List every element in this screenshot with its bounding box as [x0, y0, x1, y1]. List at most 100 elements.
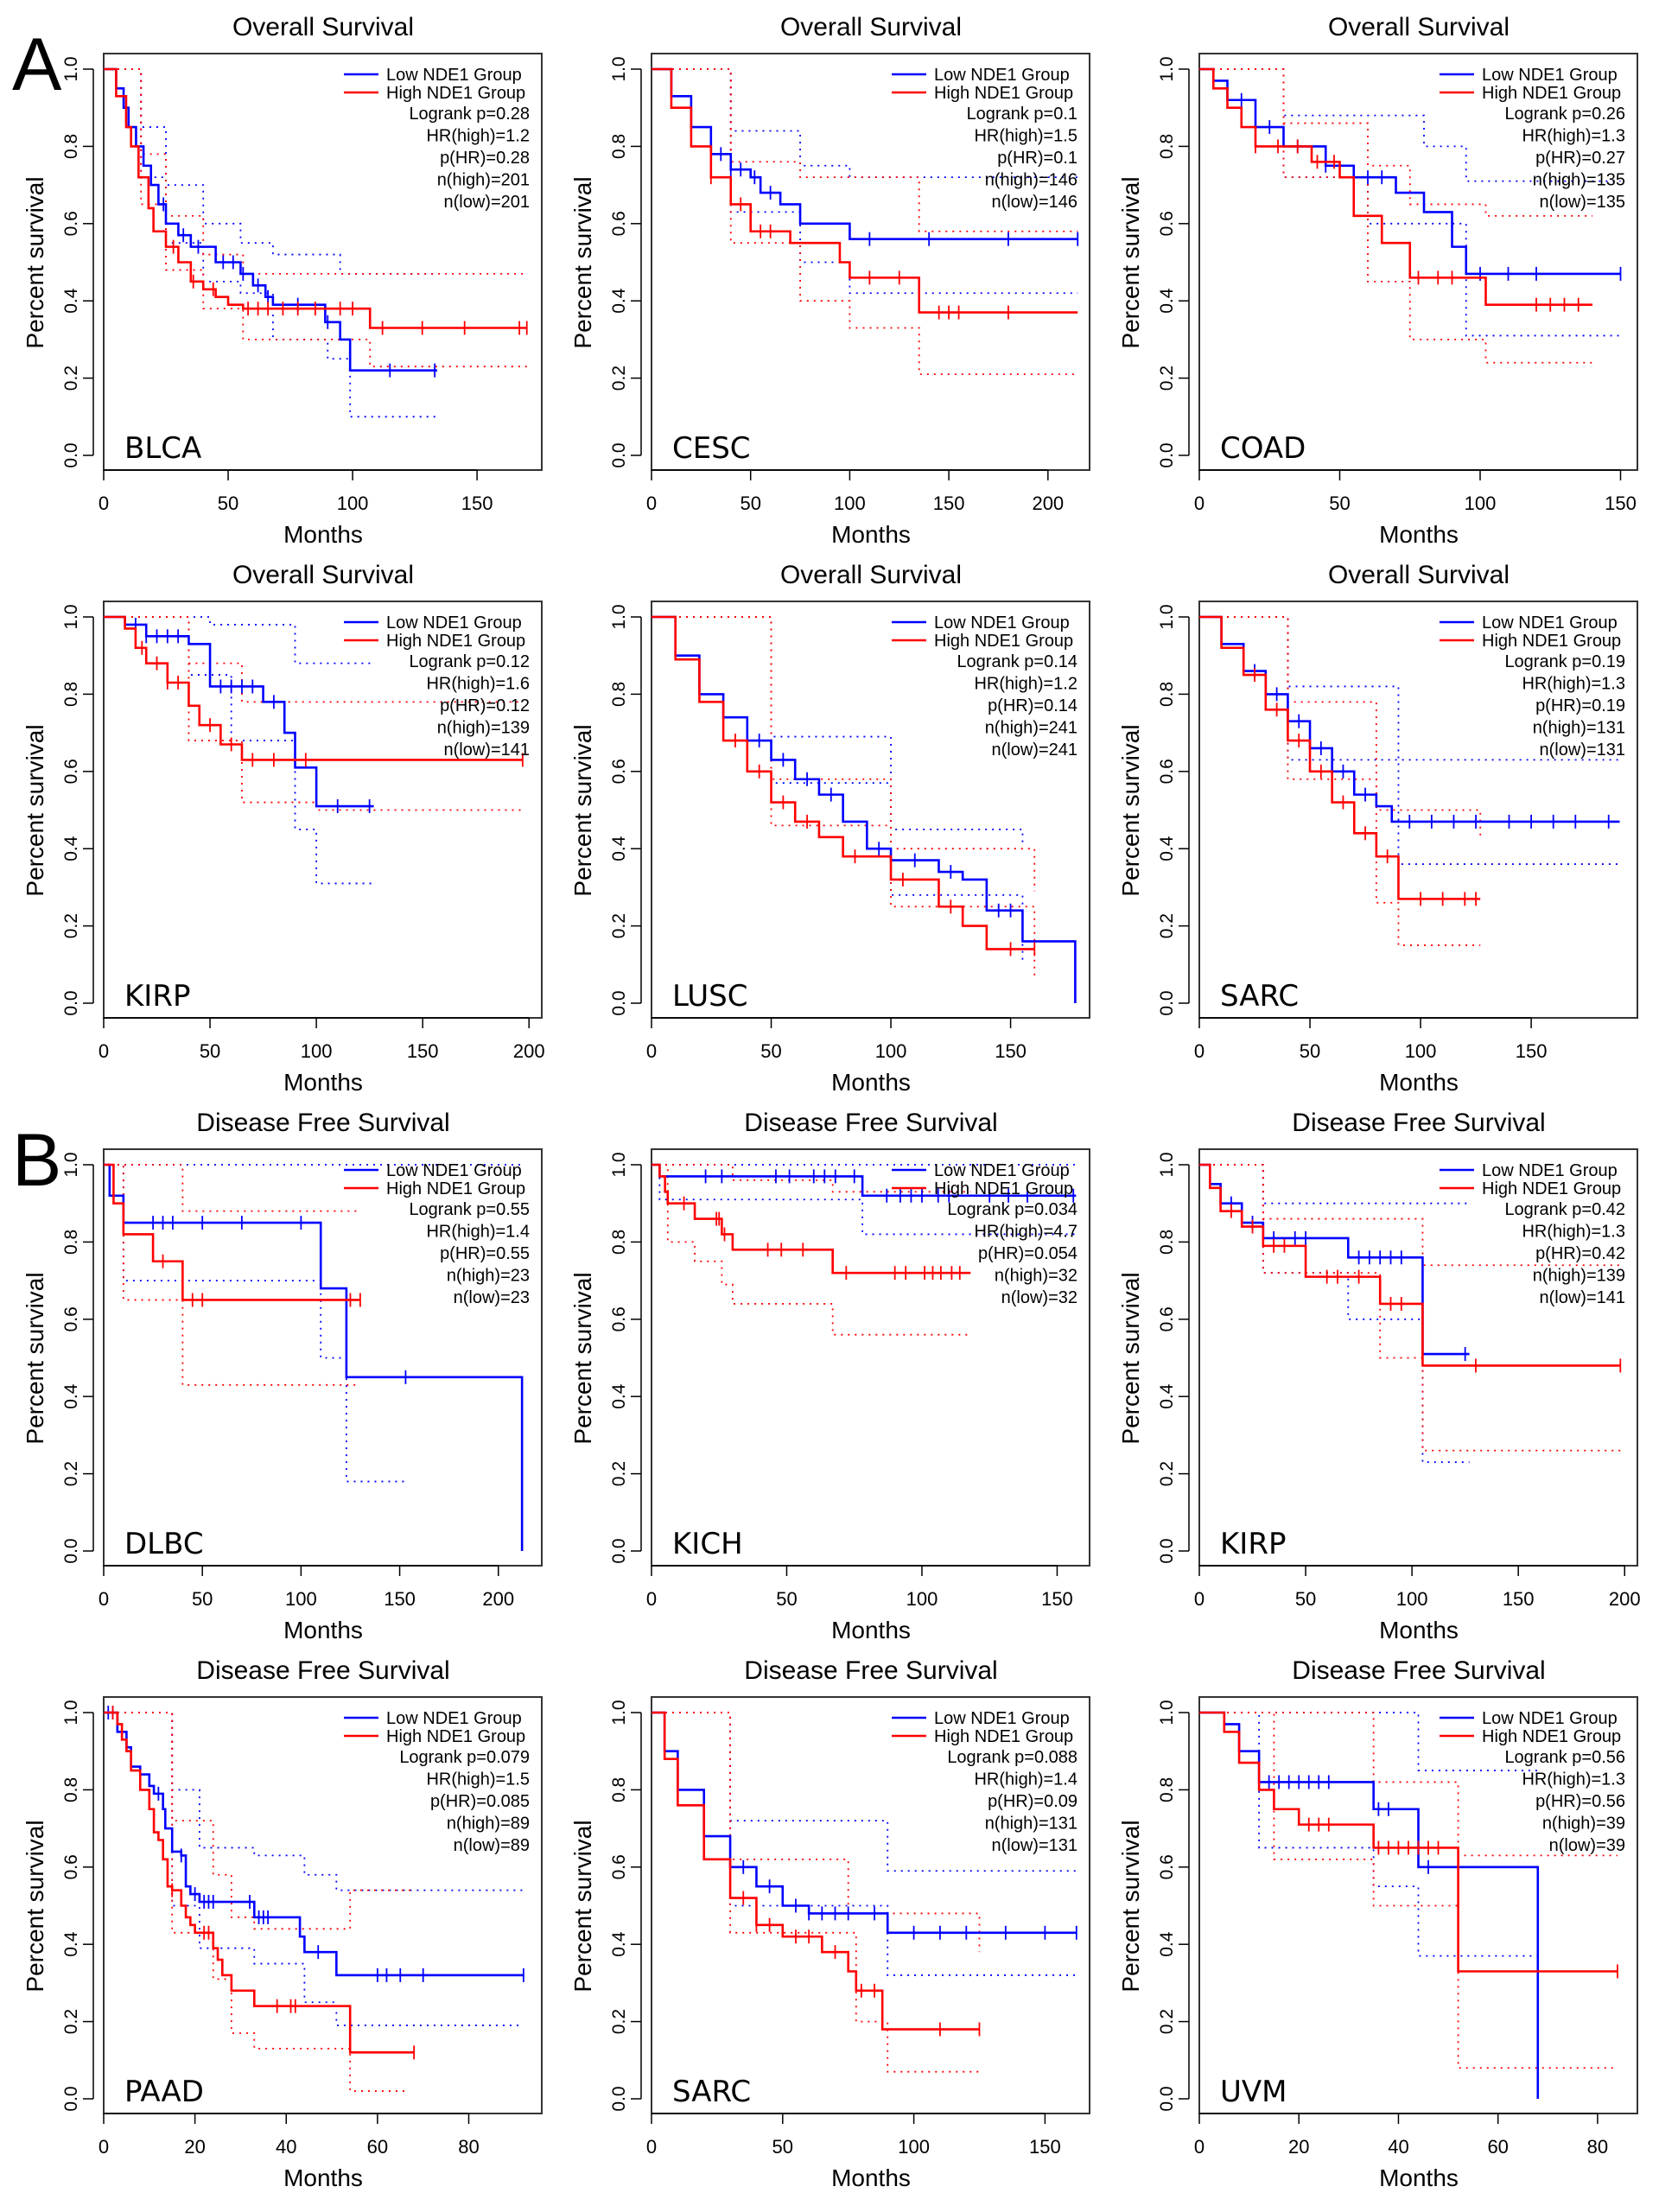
x-tick-label: 50: [740, 493, 760, 514]
x-tick-label: 150: [1041, 1588, 1073, 1610]
cancer-type-label: PAAD: [124, 2075, 204, 2109]
y-axis-label: Percent survival: [569, 176, 596, 348]
high-ci-lower: [1199, 68, 1592, 364]
high-ci-upper: [1199, 1712, 1618, 1857]
low-ci-upper: [652, 616, 1024, 845]
chart-title: Disease Free Survival: [1292, 1656, 1545, 1685]
x-axis-label: Months: [831, 2164, 911, 2191]
x-tick-label: 200: [1032, 493, 1064, 514]
y-axis-label: Percent survival: [1117, 176, 1144, 348]
cancer-type-label: COAD: [1220, 431, 1306, 466]
legend-stat: n(low)=39: [1549, 1836, 1625, 1855]
y-tick-label: 1.0: [61, 604, 81, 629]
x-tick-label: 50: [1295, 1588, 1316, 1610]
legend-stat: n(low)=141: [443, 741, 530, 760]
y-tick-label: 0.2: [1157, 365, 1177, 391]
legend-stat: n(low)=146: [991, 193, 1077, 212]
legend-low-label: Low NDE1 Group: [934, 613, 1070, 632]
legend-stat: n(high)=146: [985, 171, 1077, 190]
legend-low-label: Low NDE1 Group: [1482, 1161, 1618, 1180]
chart-title: Disease Free Survival: [744, 1109, 997, 1137]
y-tick-label: 0.0: [1157, 1538, 1177, 1563]
y-tick-label: 1.0: [1157, 604, 1177, 629]
cancer-type-label: CESC: [672, 431, 751, 466]
y-tick-label: 1.0: [609, 1700, 629, 1725]
high-ci-upper: [652, 1712, 981, 1953]
chart-title: Overall Survival: [1328, 561, 1510, 589]
section-label-a: A: [12, 23, 62, 106]
legend-stat: n(high)=139: [437, 719, 530, 738]
legend-high-label: High NDE1 Group: [934, 632, 1073, 651]
x-tick-label: 0: [646, 2136, 657, 2158]
legend-stat: n(high)=32: [995, 1267, 1077, 1286]
legend-stat: HR(high)=1.3: [1522, 127, 1625, 146]
y-tick-label: 1.0: [61, 1152, 81, 1177]
x-tick-label: 0: [646, 1588, 657, 1610]
cancer-type-label: BLCA: [124, 431, 201, 466]
legend-stat: p(HR)=0.1: [997, 149, 1077, 168]
y-tick-label: 1.0: [61, 1700, 81, 1725]
legend-low-label: Low NDE1 Group: [386, 1161, 522, 1180]
y-tick-label: 0.8: [61, 134, 81, 159]
legend-low-label: Low NDE1 Group: [934, 1709, 1070, 1728]
x-tick-label: 40: [276, 2136, 296, 2158]
x-tick-label: 150: [995, 1040, 1027, 1062]
section-label-b: B: [12, 1119, 61, 1202]
y-tick-label: 1.0: [609, 1152, 629, 1177]
x-tick-label: 150: [933, 493, 965, 514]
legend-stat: Logrank p=0.56: [1504, 1748, 1625, 1767]
low-nde1-curve: [652, 67, 1078, 240]
y-tick-label: 0.0: [61, 442, 81, 467]
y-tick-label: 0.4: [61, 836, 81, 861]
legend-high-label: High NDE1 Group: [1482, 632, 1621, 651]
x-tick-label: 0: [1194, 2136, 1205, 2158]
legend-stat: HR(high)=4.7: [974, 1223, 1077, 1242]
x-tick-label: 150: [1516, 1040, 1548, 1062]
cancer-type-label: KIRP: [1220, 1527, 1286, 1561]
y-tick-label: 0.6: [61, 1854, 81, 1879]
cancer-type-label: KIRP: [124, 979, 190, 1014]
y-tick-label: 0.2: [609, 1461, 629, 1486]
x-tick-label: 0: [99, 2136, 109, 2158]
y-tick-label: 0.2: [609, 913, 629, 938]
x-tick-label: 100: [301, 1040, 333, 1062]
panel-kich-7: Disease Free Survival 0.0 0.2 0.4 0.6 0.8 1.0 P…: [569, 1109, 1090, 1643]
x-tick-label: 50: [772, 2136, 793, 2158]
low-nde1-curve: [1199, 1163, 1470, 1356]
x-tick-label: 100: [898, 2136, 930, 2158]
x-tick-label: 150: [384, 1588, 416, 1610]
y-axis-label: Percent survival: [1117, 724, 1144, 896]
x-tick-label: 20: [1288, 2136, 1309, 2158]
y-tick-label: 0.6: [609, 211, 629, 236]
chart-title: Disease Free Survival: [196, 1656, 449, 1685]
panel-blca-0: Overall Survival 0.0 0.2 0.4 0.6 0.8 1.0 Percen…: [22, 13, 543, 548]
y-tick-label: 1.0: [61, 56, 81, 81]
panel-lusc-4: Overall Survival 0.0 0.2 0.4 0.6 0.8 1.0 Percen…: [569, 561, 1090, 1096]
legend-stat: Logrank p=0.14: [957, 652, 1077, 671]
legend-stat: n(low)=141: [1539, 1288, 1625, 1307]
legend-stat: n(high)=201: [437, 171, 530, 190]
x-tick-label: 0: [99, 1040, 109, 1062]
legend-stat: n(low)=23: [454, 1288, 530, 1307]
y-tick-label: 1.0: [1157, 1152, 1177, 1177]
y-axis-label: Percent survival: [22, 1272, 48, 1444]
high-nde1-curve: [652, 1163, 971, 1274]
legend-stat: p(HR)=0.19: [1535, 696, 1625, 715]
legend-stat: p(HR)=0.27: [1535, 149, 1625, 168]
legend-stat: n(low)=131: [1539, 741, 1625, 760]
y-tick-label: 0.6: [61, 1306, 81, 1332]
chart-title: Disease Free Survival: [196, 1109, 449, 1137]
panel-dlbc-6: Disease Free Survival 0.0 0.2 0.4 0.6 0.8 1.0 P…: [22, 1109, 543, 1643]
legend-high-label: High NDE1 Group: [386, 1727, 525, 1746]
legend-stat: p(HR)=0.28: [440, 149, 530, 168]
legend-stat: HR(high)=1.6: [426, 675, 530, 694]
y-tick-label: 0.4: [61, 1383, 81, 1409]
high-ci-upper: [104, 616, 523, 703]
legend-high-label: High NDE1 Group: [386, 632, 525, 651]
high-ci-upper: [104, 1164, 360, 1212]
y-tick-label: 0.8: [609, 134, 629, 159]
y-axis-label: Percent survival: [569, 1272, 596, 1444]
legend-stat: p(HR)=0.55: [440, 1244, 530, 1263]
y-tick-label: 0.0: [609, 442, 629, 467]
x-tick-label: 0: [1194, 493, 1205, 514]
